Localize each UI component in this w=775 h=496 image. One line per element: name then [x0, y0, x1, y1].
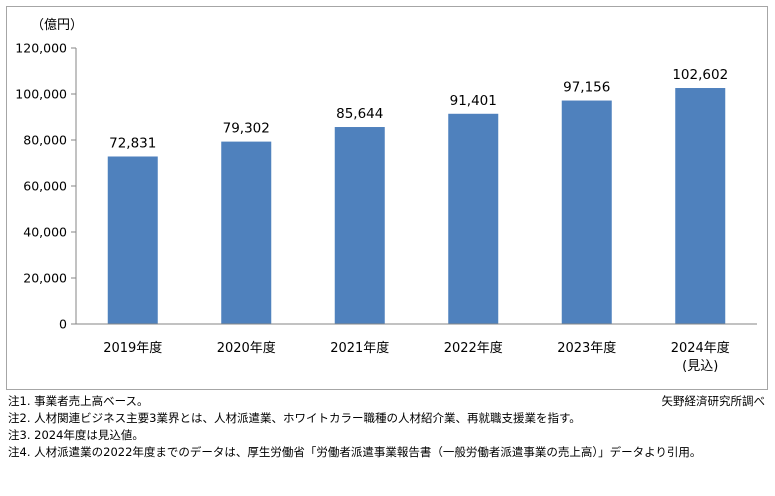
x-tick-sublabel: (見込)	[682, 359, 718, 374]
y-tick-label: 20,000	[23, 271, 67, 286]
bar	[334, 127, 385, 324]
data-label: 97,156	[563, 80, 610, 96]
data-label: 79,302	[223, 121, 270, 137]
data-label: 102,602	[672, 67, 728, 83]
y-unit-label: （億円）	[31, 17, 83, 33]
bar	[561, 100, 612, 324]
data-label: 72,831	[109, 135, 156, 151]
x-tick-label: 2023年度	[557, 340, 616, 356]
data-label: 91,401	[450, 93, 497, 109]
x-tick-label: 2024年度	[671, 340, 730, 356]
footnote-3: 注3. 2024年度は見込値。	[8, 428, 144, 442]
source-credit: 矢野経済研究所調べ	[661, 394, 766, 408]
bar	[221, 141, 272, 324]
bar	[675, 88, 726, 324]
x-axis: 2019年度 2020年度 2021年度 2022年度 2023年度 2024年度 (見込)	[76, 323, 757, 374]
bar	[448, 113, 499, 324]
y-tick-label: 0	[59, 317, 67, 332]
y-tick-label: 80,000	[23, 133, 67, 148]
footnote-2: 注2. 人材関連ビジネス主要3業界とは、人材派遣業、ホワイトカラー職種の人材紹介…	[8, 411, 581, 425]
chart-frame: （億円） 0 20,000 40,000 60,000 80,000 100,000 120…	[6, 6, 768, 390]
y-tick-label: 100,000	[15, 87, 67, 102]
bar-chart: （億円） 0 20,000 40,000 60,000 80,000 100,000 120…	[15, 17, 757, 374]
footnote-4: 注4. 人材派遣業の2022年度までのデータは、厚生労働省「労働者派遣事業報告書…	[8, 445, 702, 459]
x-tick-label: 2021年度	[330, 340, 389, 356]
x-tick-label: 2019年度	[103, 340, 162, 356]
footnotes: 注1. 事業者売上高ベース。 注2. 人材関連ビジネス主要3業界とは、人材派遣業…	[8, 393, 768, 461]
bar-series: 72,831 79,302 85,644 91,401 97,156 102,602	[107, 67, 728, 324]
y-tick-label: 40,000	[23, 225, 67, 240]
x-tick-label: 2022年度	[444, 340, 503, 356]
data-label: 85,644	[336, 106, 383, 122]
footnote-1: 注1. 事業者売上高ベース。	[8, 394, 149, 408]
y-tick-label: 60,000	[23, 179, 67, 194]
bar	[107, 156, 158, 324]
y-tick-label: 120,000	[15, 41, 67, 56]
x-tick-label: 2020年度	[217, 340, 276, 356]
y-axis: 0 20,000 40,000 60,000 80,000 100,000 120,000	[15, 41, 77, 332]
